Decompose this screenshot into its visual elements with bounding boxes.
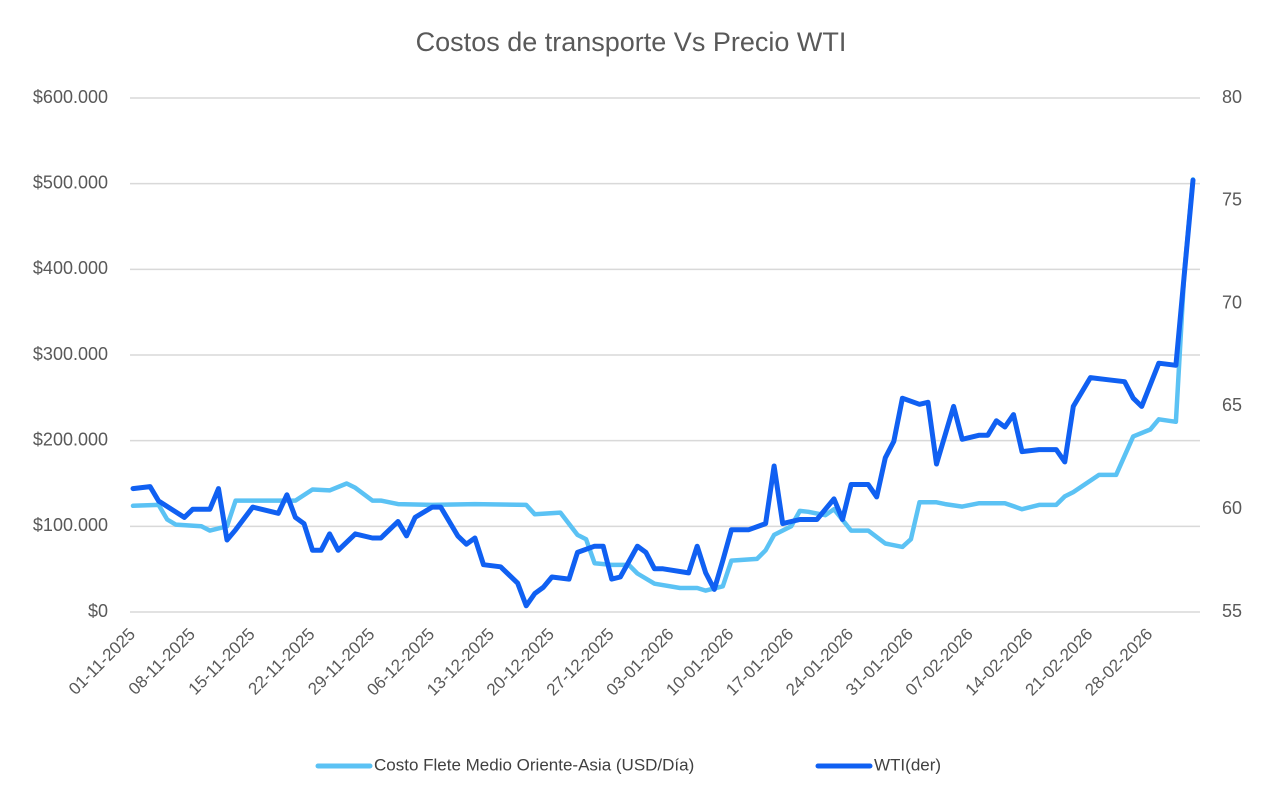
y-tick-label: $100.000 (33, 515, 108, 535)
data-line (130, 177, 1196, 609)
y-tick-label: $400.000 (33, 258, 108, 278)
y2-tick-label: 55 (1222, 601, 1242, 621)
y2-tick-label: 80 (1222, 87, 1242, 107)
y2-tick-label: 65 (1222, 395, 1242, 415)
y-tick-label: $600.000 (33, 87, 108, 107)
legend-label: Costo Flete Medio Oriente-Asia (USD/Día) (374, 755, 694, 774)
y2-tick-label: 70 (1222, 292, 1242, 312)
y-tick-label: $0 (88, 601, 108, 621)
y-tick-label: $500.000 (33, 172, 108, 192)
y-tick-label: $200.000 (33, 429, 108, 449)
y2-tick-label: 75 (1222, 190, 1242, 210)
legend-label: WTI(der) (874, 755, 941, 774)
chart-title: Costos de transporte Vs Precio WTI (416, 27, 847, 57)
data-line (130, 177, 1196, 593)
y2-tick-label: 60 (1222, 498, 1242, 518)
y-tick-label: $300.000 (33, 344, 108, 364)
